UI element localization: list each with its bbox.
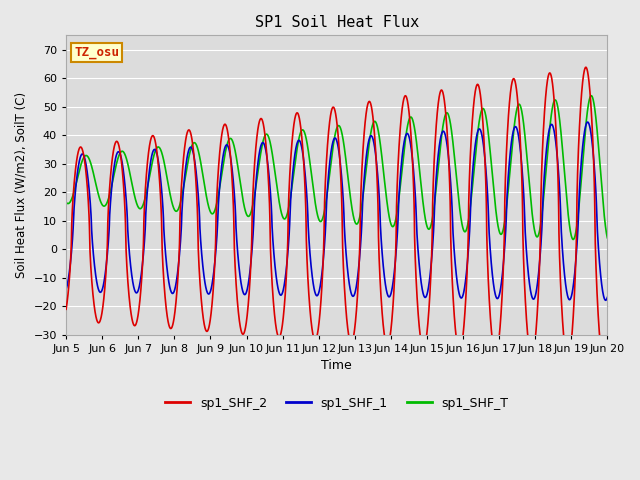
sp1_SHF_T xyxy=(603,232,611,238)
sp1_SHF_2 xyxy=(603,347,611,353)
Line: sp1_SHF_2: sp1_SHF_2 xyxy=(66,67,607,363)
sp1_SHF_T xyxy=(159,156,167,162)
sp1_SHF_T xyxy=(489,174,497,180)
sp1_SHF_1 xyxy=(604,295,611,300)
sp1_SHF_2 xyxy=(582,64,589,70)
sp1_SHF_T xyxy=(570,237,577,242)
sp1_SHF_T xyxy=(604,235,611,240)
Title: SP1 Soil Heat Flux: SP1 Soil Heat Flux xyxy=(255,15,419,30)
sp1_SHF_2 xyxy=(62,306,70,312)
sp1_SHF_T xyxy=(588,93,595,98)
sp1_SHF_2 xyxy=(428,245,436,251)
sp1_SHF_T xyxy=(317,218,324,224)
sp1_SHF_1 xyxy=(62,287,70,292)
Y-axis label: Soil Heat Flux (W/m2), SoilT (C): Soil Heat Flux (W/m2), SoilT (C) xyxy=(15,92,28,278)
sp1_SHF_2 xyxy=(458,341,466,347)
sp1_SHF_1 xyxy=(159,212,167,218)
sp1_SHF_1 xyxy=(584,119,591,125)
sp1_SHF_T xyxy=(428,218,436,224)
sp1_SHF_1 xyxy=(602,298,609,303)
sp1_SHF_T xyxy=(458,220,466,226)
sp1_SHF_1 xyxy=(603,296,611,302)
sp1_SHF_1 xyxy=(428,253,436,259)
X-axis label: Time: Time xyxy=(321,359,352,372)
sp1_SHF_2 xyxy=(604,342,611,348)
sp1_SHF_1 xyxy=(317,282,324,288)
Text: TZ_osu: TZ_osu xyxy=(74,46,119,59)
sp1_SHF_2 xyxy=(317,306,324,312)
Line: sp1_SHF_1: sp1_SHF_1 xyxy=(66,122,607,300)
sp1_SHF_2 xyxy=(600,360,607,366)
Line: sp1_SHF_T: sp1_SHF_T xyxy=(66,96,607,240)
sp1_SHF_T xyxy=(62,200,70,205)
Legend: sp1_SHF_2, sp1_SHF_1, sp1_SHF_T: sp1_SHF_2, sp1_SHF_1, sp1_SHF_T xyxy=(160,392,514,415)
sp1_SHF_2 xyxy=(159,270,167,276)
sp1_SHF_1 xyxy=(458,295,466,300)
sp1_SHF_2 xyxy=(489,339,497,345)
sp1_SHF_1 xyxy=(489,273,497,279)
